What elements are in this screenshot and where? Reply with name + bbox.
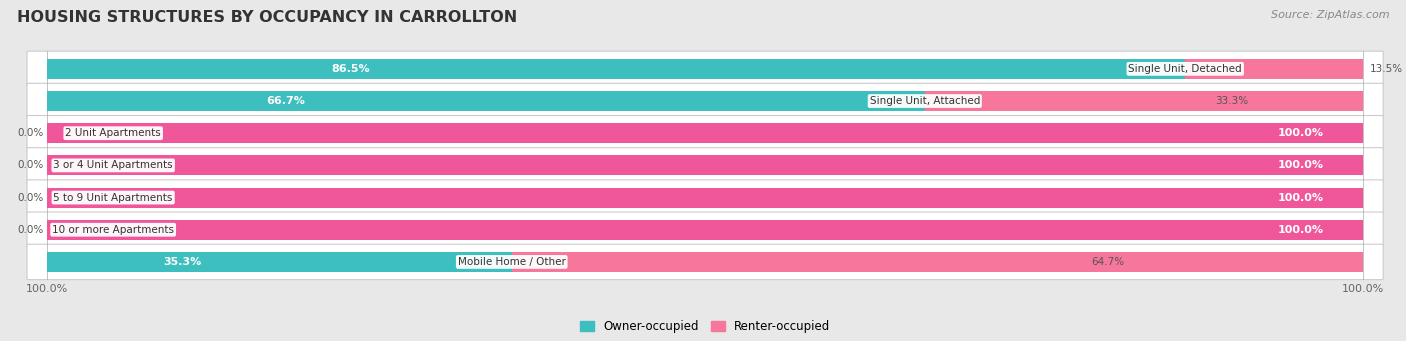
Text: 3 or 4 Unit Apartments: 3 or 4 Unit Apartments	[53, 160, 173, 170]
Bar	[48, 123, 1362, 143]
Text: 66.7%: 66.7%	[267, 96, 305, 106]
Bar	[48, 252, 512, 272]
Text: 0.0%: 0.0%	[17, 193, 44, 203]
Text: 5 to 9 Unit Apartments: 5 to 9 Unit Apartments	[53, 193, 173, 203]
Bar	[48, 155, 1362, 175]
FancyBboxPatch shape	[27, 51, 1384, 87]
Text: 64.7%: 64.7%	[1091, 257, 1123, 267]
Bar	[48, 188, 1362, 208]
Text: 33.3%: 33.3%	[1215, 96, 1249, 106]
Text: Source: ZipAtlas.com: Source: ZipAtlas.com	[1271, 10, 1389, 20]
Text: 0.0%: 0.0%	[17, 225, 44, 235]
FancyBboxPatch shape	[27, 180, 1384, 215]
Text: 10 or more Apartments: 10 or more Apartments	[52, 225, 174, 235]
Text: 86.5%: 86.5%	[332, 64, 371, 74]
Text: 0.0%: 0.0%	[17, 160, 44, 170]
Text: 35.3%: 35.3%	[163, 257, 201, 267]
FancyBboxPatch shape	[27, 244, 1384, 280]
Bar	[48, 59, 1185, 79]
Text: 100.0%: 100.0%	[1278, 160, 1323, 170]
Text: Single Unit, Attached: Single Unit, Attached	[869, 96, 980, 106]
Text: 100.0%: 100.0%	[1278, 193, 1323, 203]
Bar	[1185, 59, 1362, 79]
Bar	[48, 220, 1362, 240]
FancyBboxPatch shape	[27, 148, 1384, 183]
Text: 100.0%: 100.0%	[1278, 225, 1323, 235]
FancyBboxPatch shape	[27, 212, 1384, 248]
Text: 13.5%: 13.5%	[1369, 64, 1403, 74]
FancyBboxPatch shape	[27, 116, 1384, 151]
Bar	[48, 91, 925, 111]
FancyBboxPatch shape	[27, 83, 1384, 119]
Text: HOUSING STRUCTURES BY OCCUPANCY IN CARROLLTON: HOUSING STRUCTURES BY OCCUPANCY IN CARRO…	[17, 10, 517, 25]
Text: Single Unit, Detached: Single Unit, Detached	[1129, 64, 1241, 74]
Text: 100.0%: 100.0%	[1278, 128, 1323, 138]
Text: 2 Unit Apartments: 2 Unit Apartments	[65, 128, 162, 138]
Bar	[925, 91, 1362, 111]
Text: 0.0%: 0.0%	[17, 128, 44, 138]
Bar	[512, 252, 1362, 272]
Text: Mobile Home / Other: Mobile Home / Other	[458, 257, 565, 267]
Legend: Owner-occupied, Renter-occupied: Owner-occupied, Renter-occupied	[575, 315, 835, 338]
